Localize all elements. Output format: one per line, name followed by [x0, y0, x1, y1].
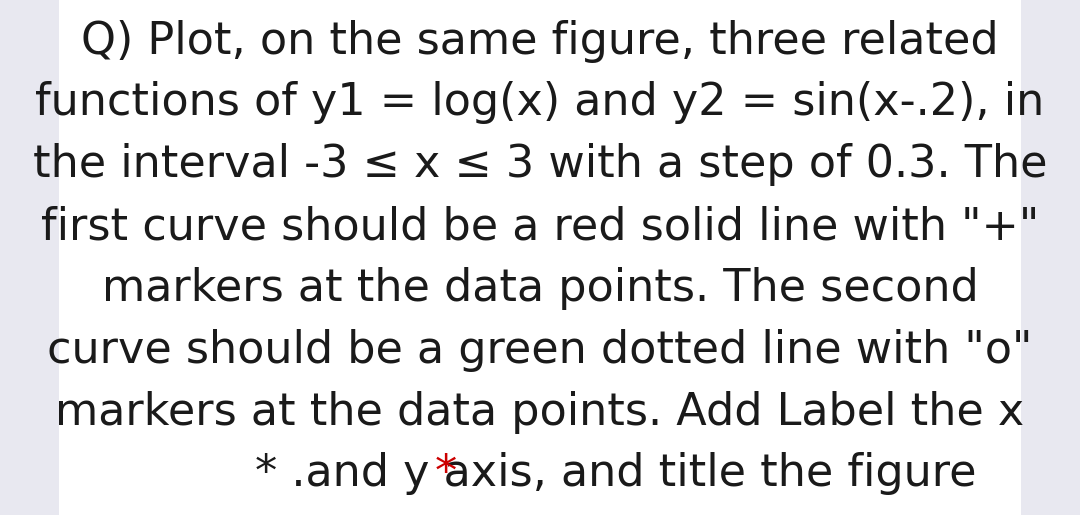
Text: the interval -3 ≤ x ≤ 3 with a step of 0.3. The: the interval -3 ≤ x ≤ 3 with a step of 0… — [32, 143, 1048, 186]
Text: *: * — [435, 452, 457, 495]
Text: * .and y axis, and title the figure: * .and y axis, and title the figure — [255, 452, 976, 495]
Text: first curve should be a red solid line with "+": first curve should be a red solid line w… — [41, 205, 1039, 248]
Text: functions of y1 = log(x) and y2 = sin(x-.2), in: functions of y1 = log(x) and y2 = sin(x-… — [36, 81, 1044, 125]
Text: Q) Plot, on the same figure, three related: Q) Plot, on the same figure, three relat… — [81, 20, 999, 63]
Text: curve should be a green dotted line with "o": curve should be a green dotted line with… — [48, 329, 1032, 372]
Text: * .and y axis, and title the figure: * .and y axis, and title the figure — [222, 452, 944, 495]
Text: markers at the data points. The second: markers at the data points. The second — [102, 267, 978, 310]
Text: markers at the data points. Add Label the x: markers at the data points. Add Label th… — [55, 390, 1025, 434]
